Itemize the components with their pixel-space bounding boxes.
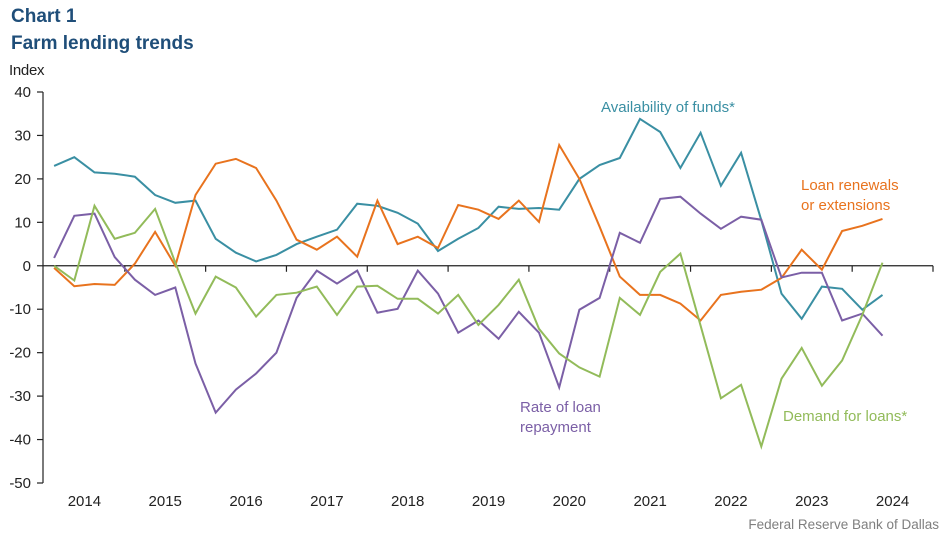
series-layer [53, 117, 884, 450]
x-tick-label: 2021 [633, 493, 666, 510]
y-tick-label: 20 [14, 171, 31, 188]
series-label-rate-of-loan-repayment: repayment [520, 419, 592, 436]
y-tick-label: -40 [9, 432, 31, 449]
series-line-availability-of-funds [53, 117, 884, 321]
chart-number: Chart 1 [11, 6, 77, 27]
x-tick-label: 2018 [391, 493, 424, 510]
x-tick-label: 2020 [553, 493, 586, 510]
y-tick-label: -10 [9, 301, 31, 318]
series-labels: Availability of funds* Loan renewals or ex… [520, 99, 907, 436]
y-tick-label: -30 [9, 388, 31, 405]
y-tick-label: -50 [9, 475, 31, 492]
axes: 40 30 20 10 0 -10 -20 -30 -40 -50 2014 2015 2016 2017… [9, 84, 934, 510]
y-tick-label: 10 [14, 214, 31, 231]
x-tick-label: 2016 [229, 493, 262, 510]
series-label-availability-of-funds: Availability of funds* [601, 99, 735, 116]
y-tick-label: -20 [9, 345, 31, 362]
y-tick-label: 0 [23, 258, 31, 275]
chart-title: Farm lending trends [11, 33, 194, 54]
x-tick-label: 2019 [472, 493, 505, 510]
x-tick-label: 2024 [876, 493, 909, 510]
series-label-loan-renewals-or-extensions: or extensions [801, 197, 890, 214]
source-note: Federal Reserve Bank of Dallas [748, 517, 939, 532]
x-tick-label: 2022 [714, 493, 747, 510]
series-line-rate-of-loan-repayment [53, 195, 884, 415]
y-tick-label: 30 [14, 127, 31, 144]
y-axis-label: Index [9, 62, 45, 79]
y-tick-label: 40 [14, 84, 31, 101]
series-label-demand-for-loans: Demand for loans* [783, 408, 907, 425]
series-line-loan-renewals-or-extensions [53, 142, 883, 322]
x-tick-label: 2023 [795, 493, 828, 510]
series-label-loan-renewals-or-extensions: Loan renewals [801, 177, 899, 194]
x-tick-label: 2015 [149, 493, 182, 510]
x-tick-label: 2017 [310, 493, 343, 510]
series-label-rate-of-loan-repayment: Rate of loan [520, 399, 601, 416]
series-line-demand-for-loans [53, 203, 884, 450]
x-tick-label: 2014 [68, 493, 101, 510]
